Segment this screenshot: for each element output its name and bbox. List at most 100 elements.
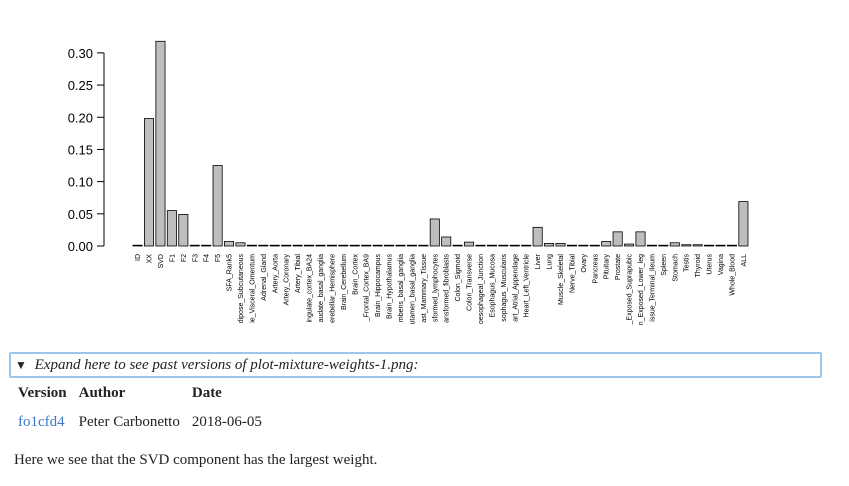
x-tick-label: Liver bbox=[535, 253, 542, 269]
bar bbox=[315, 244, 326, 247]
bar-chart: 0.00 0.05 0.10 0.15 0.20 0.25 0.30 ID XX SVD F1 F2… bbox=[68, 40, 749, 326]
bar bbox=[406, 244, 417, 247]
x-tick-label: Esophagus_Mucosa bbox=[489, 254, 496, 318]
bar bbox=[246, 244, 257, 247]
y-tick-label: 0.15 bbox=[68, 142, 93, 157]
y-tick-label: 0.05 bbox=[68, 207, 93, 222]
x-tick-label: F1 bbox=[169, 254, 176, 262]
bar bbox=[544, 243, 555, 247]
x-tick-label: Heart_Left_Ventricle bbox=[524, 254, 531, 318]
x-tick-label: Colon_Sigmoid bbox=[455, 254, 462, 302]
bar bbox=[441, 236, 452, 247]
column-header-version: Version bbox=[18, 385, 67, 401]
bar bbox=[258, 244, 269, 247]
x-tick-label: Colon_Transverse bbox=[467, 254, 474, 311]
x-tick-label: n_Exposed_Lower_leg bbox=[638, 254, 645, 325]
bar bbox=[578, 244, 589, 247]
x-tick-label: ast_Mammary_Tissue bbox=[421, 254, 428, 323]
bar bbox=[395, 244, 406, 247]
expand-summary-text[interactable]: Expand here to see past versions of plot… bbox=[34, 357, 419, 373]
x-tick-label: Uterus bbox=[707, 254, 714, 275]
y-tick-label: 0.10 bbox=[68, 175, 93, 190]
x-tick-label: Artery_Tibial bbox=[295, 254, 302, 293]
disclosure-triangle-icon[interactable]: ▼ bbox=[15, 358, 27, 372]
caption-text: Here we see that the SVD component has t… bbox=[14, 452, 378, 468]
x-tick-label: dipose_Subcutaneous bbox=[238, 254, 245, 324]
bar bbox=[212, 165, 223, 247]
bar bbox=[646, 244, 657, 247]
bar bbox=[338, 244, 349, 247]
bar bbox=[681, 244, 692, 247]
bar bbox=[155, 40, 166, 247]
bar bbox=[292, 244, 303, 247]
table-row: fo1cfd4 Peter Carbonetto 2018-06-05 bbox=[12, 412, 268, 433]
version-link[interactable]: fo1cfd4 bbox=[18, 414, 65, 430]
bar bbox=[189, 244, 200, 247]
bar bbox=[144, 118, 155, 247]
x-tick-label: _Exposed_Suprapubic bbox=[627, 254, 634, 326]
x-tick-label: Brain_Cortex bbox=[352, 254, 359, 295]
x-tick-label: Pituitary bbox=[604, 254, 611, 280]
column-header-author: Author bbox=[78, 385, 126, 401]
bar bbox=[612, 231, 623, 247]
y-tick-label: 0.25 bbox=[68, 78, 93, 93]
bar bbox=[692, 244, 703, 247]
bar bbox=[566, 244, 577, 247]
bar bbox=[166, 210, 177, 247]
x-tick-label: Brain_Hippocampus bbox=[375, 254, 382, 318]
bar bbox=[498, 244, 509, 247]
bar bbox=[224, 241, 235, 247]
x-tick-label: Stomach bbox=[672, 254, 679, 282]
bar bbox=[555, 243, 566, 247]
versions-table: Version Author Date fo1cfd4 Peter Carbon… bbox=[12, 383, 268, 433]
bar bbox=[486, 244, 497, 247]
expand-past-versions[interactable]: ▼ Expand here to see past versions of pl… bbox=[9, 352, 822, 378]
x-tick-label: erebellar_Hemisphere bbox=[329, 254, 336, 323]
x-tick-label: ALL bbox=[741, 254, 748, 267]
x-tick-label: Pancreas bbox=[592, 254, 599, 284]
x-tick-label: Artery_Aorta bbox=[272, 254, 279, 293]
bar bbox=[589, 244, 600, 247]
date-cell: 2018-06-05 bbox=[191, 414, 262, 430]
x-tick-label: _Frontal_Cortex_BA9 bbox=[364, 254, 371, 322]
x-tick-label: Muscle_Skeletal bbox=[558, 254, 565, 305]
bar bbox=[281, 244, 292, 247]
y-tick-label: 0.30 bbox=[68, 46, 93, 61]
x-tick-label: XX bbox=[147, 254, 154, 264]
bar bbox=[624, 243, 635, 247]
x-tick-label: Prostate bbox=[615, 254, 622, 280]
y-tick-label: 0.20 bbox=[68, 110, 93, 125]
bar bbox=[361, 244, 372, 247]
x-tick-label: F2 bbox=[181, 254, 188, 262]
x-tick-label: sformed_lymphocytes bbox=[432, 254, 439, 323]
x-tick-label: Whole_Blood bbox=[729, 254, 736, 296]
bars bbox=[132, 40, 749, 247]
bar bbox=[521, 244, 532, 247]
x-tick-label: SFA_Rank5 bbox=[227, 254, 234, 291]
bar bbox=[715, 244, 726, 247]
bar bbox=[601, 241, 612, 247]
x-tick-label: Nerve_Tibial bbox=[569, 254, 576, 293]
bar bbox=[304, 244, 315, 247]
bar bbox=[464, 241, 475, 247]
x-tick-label: Thyroid bbox=[695, 254, 702, 277]
x-tick-label: Adrenal_Gland bbox=[261, 254, 268, 301]
column-header-date: Date bbox=[191, 385, 222, 401]
x-tick-label: F5 bbox=[215, 254, 222, 262]
bar bbox=[372, 244, 383, 247]
x-tick-label: utamen_basal_ganglia bbox=[409, 254, 416, 325]
y-tick-label: 0.00 bbox=[68, 239, 93, 254]
version-cell: fo1cfd4 bbox=[12, 412, 73, 433]
bar bbox=[429, 218, 440, 247]
bar bbox=[235, 242, 246, 247]
bar bbox=[509, 244, 520, 247]
x-tick-label: issue_Terminal_Ileum bbox=[649, 254, 656, 322]
bar bbox=[635, 231, 646, 247]
bar bbox=[738, 201, 749, 247]
x-tick-label: Brain_Hypothalamus bbox=[387, 254, 394, 319]
bar bbox=[452, 244, 463, 247]
x-tick-label: Artery_Coronary bbox=[284, 254, 291, 306]
bar bbox=[669, 242, 680, 247]
x-tick-label: SVD bbox=[158, 254, 165, 268]
x-tick-label: art_Atrial_Appendage bbox=[512, 254, 519, 322]
